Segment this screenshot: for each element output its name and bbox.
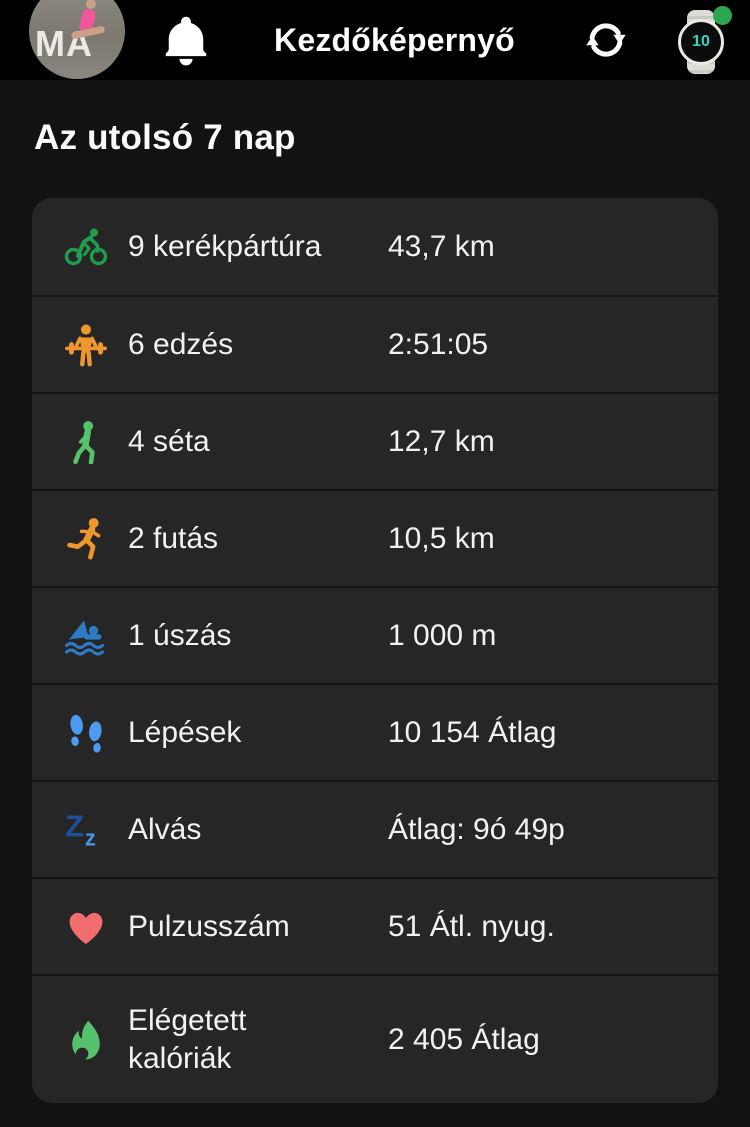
row-label: 4 séta bbox=[128, 424, 210, 458]
calories-icon bbox=[64, 1017, 108, 1063]
summary-row-cycling[interactable]: 9 kerékpártúra 43,7 km bbox=[32, 198, 718, 295]
summary-row-sleep[interactable]: Z z Alvás Átlag: 9ó 49p bbox=[32, 780, 718, 877]
swimming-icon bbox=[64, 613, 108, 659]
svg-text:z: z bbox=[85, 825, 96, 850]
profile-avatar[interactable]: MA bbox=[29, 0, 125, 79]
summary-row-running[interactable]: 2 futás 10,5 km bbox=[32, 489, 718, 586]
summary-row-walking[interactable]: 4 séta 12,7 km bbox=[32, 392, 718, 489]
row-label: 2 futás bbox=[128, 521, 219, 555]
row-value: 12,7 km bbox=[388, 424, 495, 458]
bell-icon bbox=[163, 16, 209, 69]
summary-row-strength[interactable]: 6 edzés 2:51:05 bbox=[32, 295, 718, 392]
sync-button[interactable] bbox=[580, 14, 632, 66]
summary-row-calories[interactable]: Elégetett kalóriák 2 405 Átlag bbox=[32, 974, 718, 1103]
row-value: 2:51:05 bbox=[388, 327, 489, 361]
page-header-title: Kezdőképernyő bbox=[274, 21, 515, 58]
row-label: Alvás bbox=[128, 812, 202, 846]
row-label: Elégetett kalóriák bbox=[128, 1004, 247, 1075]
sleep-icon: Z z bbox=[64, 807, 108, 853]
walking-icon bbox=[64, 419, 108, 465]
cycling-icon bbox=[64, 224, 108, 270]
row-value: 10,5 km bbox=[388, 521, 495, 555]
avatar-figure bbox=[86, 0, 96, 9]
row-value: 1 000 m bbox=[388, 618, 497, 652]
summary-row-heart-rate[interactable]: Pulzusszám 51 Átl. nyug. bbox=[32, 877, 718, 974]
row-label: Lépések bbox=[128, 715, 242, 749]
row-label: Pulzusszám bbox=[128, 909, 290, 943]
row-value: 2 405 Átlag bbox=[388, 1022, 540, 1056]
row-label: 6 edzés bbox=[128, 327, 234, 361]
sync-icon bbox=[580, 23, 632, 69]
steps-icon bbox=[64, 710, 108, 756]
row-value: Átlag: 9ó 49p bbox=[388, 812, 565, 846]
last-7-days-card: 9 kerékpártúra 43,7 km 6 edzés 2:51:05 bbox=[32, 198, 718, 1103]
section-title: Az utolsó 7 nap bbox=[34, 118, 296, 157]
watch-face-value: 10 bbox=[692, 33, 710, 50]
row-value: 51 Átl. nyug. bbox=[388, 909, 555, 943]
summary-row-steps[interactable]: Lépések 10 154 Átlag bbox=[32, 683, 718, 780]
device-online-dot bbox=[713, 6, 732, 25]
strength-icon bbox=[64, 322, 108, 368]
summary-row-swimming[interactable]: 1 úszás 1 000 m bbox=[32, 586, 718, 683]
row-value: 10 154 Átlag bbox=[388, 715, 557, 749]
watch-icon: 10 bbox=[678, 19, 724, 65]
row-label: 1 úszás bbox=[128, 618, 232, 652]
row-label: 9 kerékpártúra bbox=[128, 229, 322, 263]
top-bar: MA Kezdőképernyő 10 bbox=[0, 0, 750, 80]
notifications-button[interactable] bbox=[163, 15, 209, 66]
svg-text:Z: Z bbox=[65, 808, 84, 843]
device-watch-button[interactable]: 10 bbox=[672, 6, 732, 76]
heart-icon bbox=[64, 904, 108, 950]
running-icon bbox=[64, 516, 108, 562]
row-value: 43,7 km bbox=[388, 229, 495, 263]
